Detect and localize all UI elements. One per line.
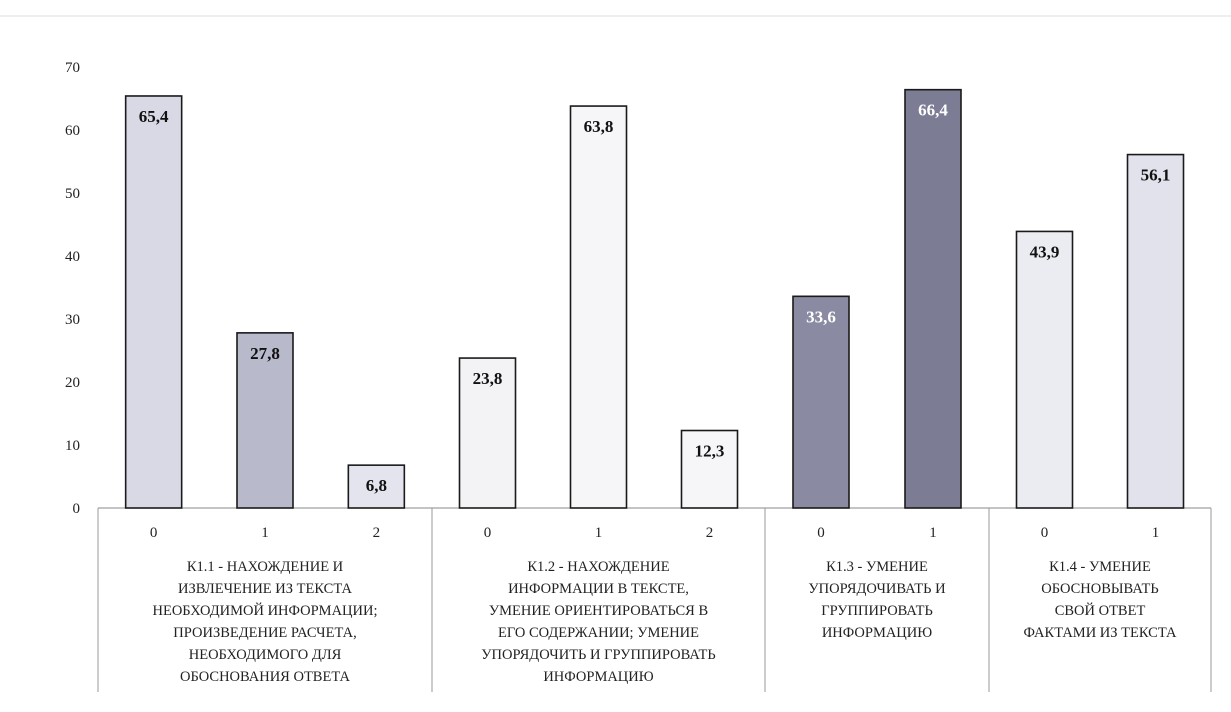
x-tick-label: 0 — [817, 525, 825, 541]
group-label-line: ОБОСНОВАНИЯ ОТВЕТА — [180, 669, 350, 685]
y-tick-label: 0 — [73, 501, 81, 517]
x-tick-label: 0 — [484, 525, 492, 541]
group-label-line: ИНФОРМАЦИЮ — [822, 625, 932, 641]
x-tick-label: 0 — [1041, 525, 1049, 541]
x-tick-label: 1 — [929, 525, 937, 541]
data-label: 43,9 — [1030, 242, 1060, 261]
x-tick-label: 2 — [706, 525, 714, 541]
group-label-line: ФАКТАМИ ИЗ ТЕКСТА — [1024, 625, 1177, 641]
data-label: 23,8 — [473, 369, 503, 388]
x-tick-label: 1 — [1152, 525, 1160, 541]
y-tick-label: 50 — [65, 186, 80, 202]
x-tick-label: 2 — [373, 525, 381, 541]
group-label-line: ЕГО СОДЕРЖАНИИ; УМЕНИЕ — [498, 625, 699, 641]
y-tick-label: 30 — [65, 312, 80, 328]
group-label-line: ИЗВЛЕЧЕНИЕ ИЗ ТЕКСТА — [178, 581, 352, 597]
data-label: 56,1 — [1141, 166, 1171, 185]
group-label-line: НЕОБХОДИМОЙ ИНФОРМАЦИИ; — [153, 602, 378, 619]
x-tick-label: 0 — [150, 525, 158, 541]
group-label-line: К1.4 - УМЕНИЕ — [1049, 559, 1151, 575]
y-tick-label: 60 — [65, 123, 80, 139]
group-label-line: НЕОБХОДИМОГО ДЛЯ — [189, 647, 342, 663]
bar — [904, 88, 962, 509]
y-tick-label: 20 — [65, 375, 80, 391]
group-label-line: ОБОСНОВЫВАТЬ — [1041, 581, 1158, 597]
group-label-line: К1.3 - УМЕНИЕ — [826, 559, 928, 575]
group-label-line: УПОРЯДОЧИТЬ И ГРУППИРОВАТЬ — [481, 647, 715, 663]
bar — [1126, 153, 1185, 509]
data-label: 65,4 — [139, 107, 169, 126]
y-tick-label: 70 — [65, 60, 80, 76]
data-label: 66,4 — [918, 101, 948, 120]
group-label-line: УМЕНИЕ ОРИЕНТИРОВАТЬСЯ В — [489, 603, 708, 619]
bar — [680, 429, 739, 509]
bar — [347, 464, 406, 509]
x-tick-label: 1 — [595, 525, 603, 541]
y-tick-label: 40 — [65, 249, 80, 265]
y-tick-label: 10 — [65, 438, 80, 454]
bar — [458, 357, 517, 509]
group-label-line: К1.1 - НАХОЖДЕНИЕ И — [187, 559, 344, 575]
data-label: 6,8 — [366, 476, 387, 495]
group-label-line: СВОЙ ОТВЕТ — [1055, 602, 1146, 619]
group-label-line: ГРУППИРОВАТЬ — [821, 603, 933, 619]
group-label-line: ИНФОРМАЦИИ В ТЕКСТЕ, — [508, 581, 689, 597]
group-label-line: УПОРЯДОЧИВАТЬ И — [808, 581, 946, 597]
bar — [1015, 230, 1074, 509]
x-tick-label: 1 — [261, 525, 269, 541]
data-label: 33,6 — [806, 307, 836, 326]
data-label: 12,3 — [695, 442, 725, 461]
group-label-line: К1.2 - НАХОЖДЕНИЕ — [527, 559, 669, 575]
data-label: 27,8 — [250, 344, 280, 363]
data-label: 63,8 — [584, 117, 614, 136]
group-label-line: ИНФОРМАЦИЮ — [543, 669, 653, 685]
bar — [236, 332, 294, 509]
bar — [124, 95, 183, 509]
bar — [569, 105, 628, 509]
bar — [792, 295, 850, 509]
group-label-line: ПРОИЗВЕДЕНИЕ РАСЧЕТА, — [173, 625, 356, 641]
